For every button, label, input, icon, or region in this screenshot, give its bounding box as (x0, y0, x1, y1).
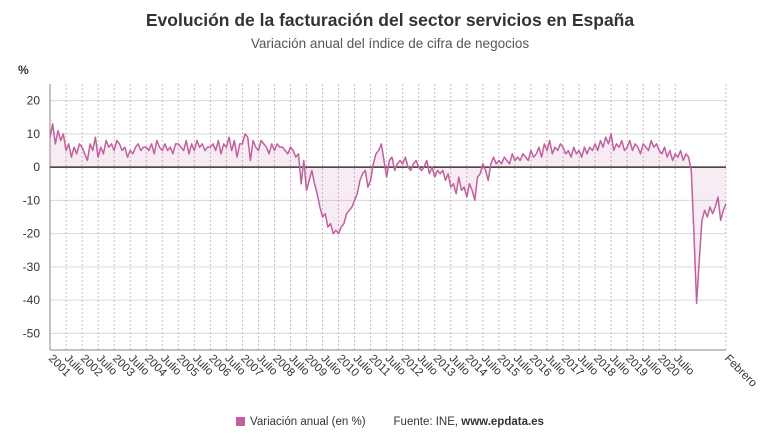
legend: Variación anual (en %) Fuente: INE, www.e… (0, 416, 780, 428)
y-tick-label: -20 (23, 227, 41, 241)
series-line (49, 123, 727, 305)
y-tick-label: -40 (23, 293, 41, 307)
y-axis-unit-label: % (18, 63, 29, 77)
x-tick-labels: 2001Julio2002Julio2003Julio2004Julio2005… (46, 353, 759, 390)
x-tick-label: Febrero (722, 353, 759, 390)
axes (49, 84, 726, 351)
chart-subtitle: Variación anual del índice de cifra de n… (250, 36, 530, 51)
y-tick-label: 0 (33, 160, 40, 174)
legend-source-site[interactable]: www.epdata.es (461, 416, 544, 428)
y-tick-label: 10 (27, 127, 41, 141)
y-tick-label: -10 (23, 193, 41, 207)
grid (49, 84, 727, 350)
legend-swatch (236, 417, 246, 426)
y-tick-label: -30 (23, 260, 41, 274)
legend-source-label: Fuente: INE, (393, 416, 462, 428)
chart-title: Evolución de la facturación del sector s… (145, 10, 635, 30)
series-layer (49, 123, 727, 305)
y-tick-label: 20 (27, 94, 41, 108)
legend-series-label: Variación anual (en %) (250, 416, 366, 428)
y-tick-labels: 20 10 0 -10 -20 -30 -40 -50 (23, 94, 41, 341)
y-tick-label: -50 (23, 326, 41, 340)
